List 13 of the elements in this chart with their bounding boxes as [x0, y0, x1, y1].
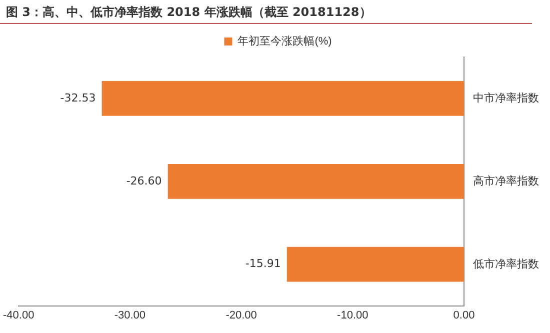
- x-tick-label: -20.00: [226, 309, 257, 322]
- x-tick-label: -40.00: [2, 309, 34, 322]
- x-tick-label: -30.00: [114, 309, 146, 322]
- x-tick-label: 0.00: [453, 309, 475, 322]
- data-label: -32.53: [60, 91, 96, 104]
- data-label: -26.60: [126, 174, 162, 188]
- y-tick-label: 中市净率指数: [473, 92, 539, 104]
- legend-label: 年初至今涨跌幅(%): [238, 34, 332, 48]
- chart-title: 图 3：高、中、低市净率指数 2018 年涨跌幅（截至 20181128）: [0, 0, 532, 24]
- x-tick-label: -10.00: [337, 309, 368, 322]
- data-label: -15.91: [245, 257, 281, 270]
- y-tick-label: 高市净率指数: [473, 174, 539, 188]
- y-tick-label: 低市净率指数: [473, 257, 539, 270]
